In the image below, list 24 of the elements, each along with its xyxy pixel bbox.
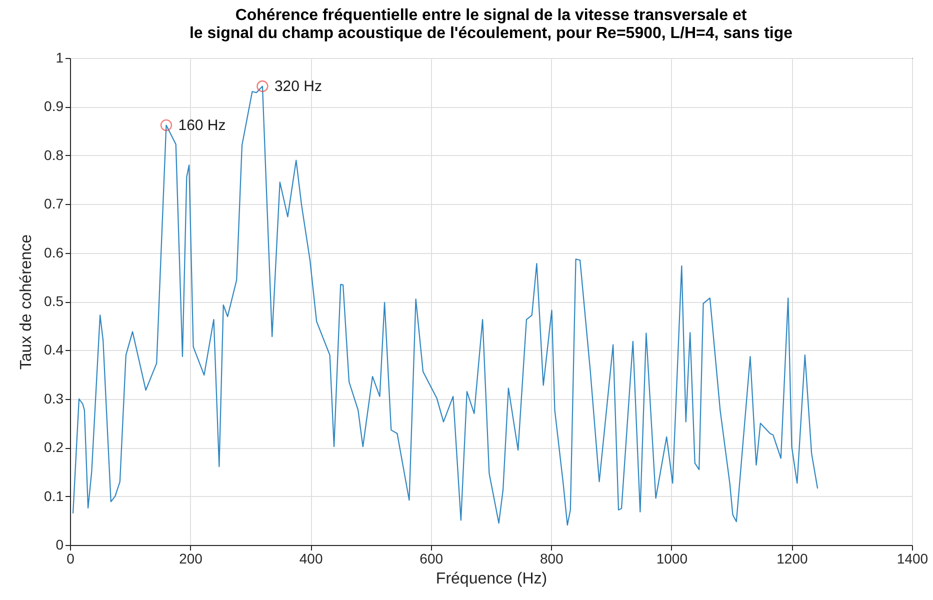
x-axis-title: Fréquence (Hz) [436,570,548,588]
x-tick-label: 800 [540,550,564,566]
y-tick-label: 0.1 [44,488,64,504]
x-tick-label: 400 [299,550,323,566]
x-tick-label: 1200 [776,550,808,566]
annotation: 160 Hz [178,117,226,134]
chart-title: Cohérence fréquentielle entre le signal de la vitesse transversale et le signal du champ acoustique de l'écoulement, pour Re=5900, L/H=4, sans tige [189,7,793,42]
x-tick-label: 1000 [656,550,688,566]
x-tick-label: 200 [179,550,203,566]
y-tick-label: 0.3 [44,390,64,406]
y-tick-label: 0.4 [44,342,64,358]
y-tick-label: 0.9 [44,98,64,114]
y-tick-label: 0.7 [44,196,64,212]
x-tick-label: 0 [66,550,75,566]
y-tick-label: 0 [56,536,64,552]
y-tick-label: 0.6 [44,244,64,260]
y-tick-label: 0.2 [44,439,64,456]
y-tick-label: 1 [56,50,64,66]
y-axis-title: Taux de cohérence [18,234,36,370]
y-tick-label: 0.8 [44,146,64,163]
y-tick-label: 0.5 [44,293,64,309]
x-tick-label: 600 [420,550,444,566]
annotation: 320 Hz [274,78,322,96]
x-tick-label: 1400 [896,550,928,566]
